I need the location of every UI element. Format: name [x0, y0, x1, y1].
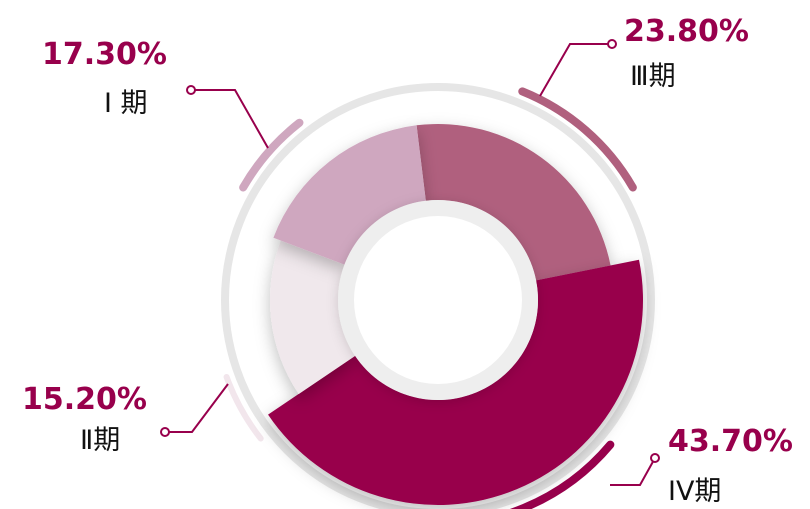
category-label-III: Ⅲ期: [630, 61, 676, 92]
slice-III: [416, 123, 611, 281]
value-label-I: 17.30%: [42, 37, 167, 72]
value-label-III: 23.80%: [624, 14, 749, 49]
category-label-II: Ⅱ期: [80, 425, 120, 456]
donut-hole: [338, 200, 538, 400]
slice-I: [273, 125, 426, 265]
leader-line-I: [191, 89, 269, 149]
leader-line-III: [539, 43, 612, 97]
value-label-IV: 43.70%: [668, 424, 793, 459]
outer-ring: [221, 83, 655, 509]
leader-dot-II: [160, 427, 170, 437]
value-label-II: 15.20%: [22, 382, 147, 417]
leader-dot-IV: [650, 453, 660, 463]
category-label-I: I 期: [104, 88, 148, 119]
accent-arc-IV: [509, 440, 615, 509]
labels-layer: 17.30% I 期 15.20% Ⅱ期 23.80% Ⅲ期 43.70% IV…: [22, 14, 793, 507]
category-label-IV: IV期: [668, 476, 721, 507]
accent-arc-III: [518, 87, 637, 192]
slice-IV: [268, 259, 643, 505]
leader-dot-III: [607, 39, 617, 49]
decor-layer: [221, 83, 655, 509]
slice-II: [270, 240, 356, 394]
hole-center: [354, 216, 522, 384]
accent-arc-I: [239, 118, 304, 192]
accent-arc-II: [223, 373, 264, 442]
leader-line-II: [165, 383, 229, 433]
leader-line-IV: [610, 457, 656, 486]
leader-dot-I: [186, 85, 196, 95]
slices-layer: [268, 123, 643, 505]
leader-lines: [160, 39, 660, 486]
